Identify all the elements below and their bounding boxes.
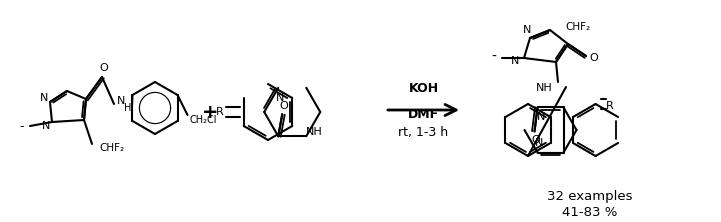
Text: O: O bbox=[280, 101, 288, 111]
Text: N: N bbox=[276, 93, 285, 103]
Text: CH₂Cl: CH₂Cl bbox=[190, 115, 217, 125]
Text: NH: NH bbox=[536, 83, 552, 93]
Text: DMF: DMF bbox=[408, 107, 439, 121]
Text: O: O bbox=[99, 63, 108, 73]
Text: N: N bbox=[40, 93, 48, 103]
Text: N: N bbox=[117, 96, 125, 106]
Text: N: N bbox=[537, 113, 546, 123]
Text: NH: NH bbox=[306, 127, 322, 137]
Text: CHF₂: CHF₂ bbox=[99, 143, 125, 153]
Text: N: N bbox=[523, 25, 531, 35]
Text: rt, 1-3 h: rt, 1-3 h bbox=[399, 125, 448, 139]
Text: CHF₂: CHF₂ bbox=[565, 22, 590, 32]
Text: -: - bbox=[19, 121, 25, 133]
Text: 32 examples: 32 examples bbox=[547, 190, 633, 202]
Text: R: R bbox=[216, 107, 224, 117]
Text: -: - bbox=[492, 50, 497, 64]
Text: N: N bbox=[535, 137, 544, 147]
Text: N: N bbox=[510, 56, 519, 66]
Text: R: R bbox=[606, 101, 614, 111]
Text: +: + bbox=[202, 103, 218, 121]
Text: 41-83 %: 41-83 % bbox=[562, 206, 618, 218]
Text: KOH: KOH bbox=[408, 81, 438, 95]
Text: N: N bbox=[42, 121, 50, 131]
Text: H: H bbox=[124, 103, 132, 113]
Text: O: O bbox=[590, 53, 598, 63]
Text: O: O bbox=[531, 135, 540, 145]
